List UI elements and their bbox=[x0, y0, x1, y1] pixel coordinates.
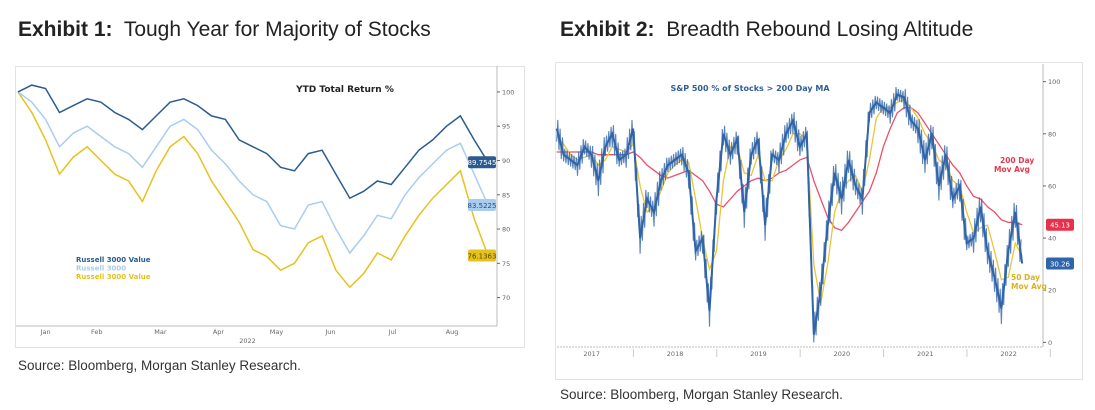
last-value-label-1: 83.5225 bbox=[468, 202, 497, 210]
y-tick-label: 80 bbox=[1048, 130, 1056, 138]
legend-entry-1: Russell 3000 bbox=[76, 265, 126, 273]
last-value-label-1-bg bbox=[1046, 218, 1074, 231]
ma200-annotation-line2: Mov Avg bbox=[994, 165, 1030, 174]
last-value-label-0-bg bbox=[1046, 257, 1074, 270]
exhibit1-title-text: Tough Year for Majority of Stocks bbox=[123, 18, 431, 41]
x-tick-label-feb: Feb bbox=[91, 328, 103, 336]
series-line-1 bbox=[17, 91, 489, 255]
series-line-0 bbox=[555, 93, 1024, 335]
y-tick-label: 0 bbox=[1048, 339, 1052, 347]
last-value-label-0-bg bbox=[468, 156, 496, 169]
series-line-0 bbox=[17, 84, 489, 200]
y-tick-label: 100 bbox=[502, 88, 514, 96]
exhibit1-title: Exhibit 1: Tough Year for Majority of St… bbox=[18, 18, 431, 42]
ma50-annotation-line2: Mov Avg bbox=[1011, 282, 1047, 291]
y-tick-label: 85 bbox=[502, 191, 510, 199]
exhibit1-source: Source: Bloomberg, Morgan Stanley Resear… bbox=[18, 358, 301, 373]
x-tick-label-2018: 2018 bbox=[667, 350, 684, 358]
last-value-label-1: 45.13 bbox=[1050, 222, 1070, 230]
x-tick-label-jun: Jun bbox=[324, 328, 335, 336]
exhibit2-title-text: Breadth Rebound Losing Altitude bbox=[666, 18, 974, 41]
x-tick-label-may: May bbox=[270, 328, 284, 336]
x-tick-label-mar: Mar bbox=[154, 328, 167, 336]
y-tick-label: 95 bbox=[502, 123, 510, 131]
chart-title: YTD Total Return % bbox=[295, 85, 394, 95]
legend-entry-2: Russell 3000 Value bbox=[76, 273, 151, 281]
last-value-label-2-bg bbox=[468, 249, 496, 262]
x-tick-label-aug: Aug bbox=[446, 328, 459, 336]
exhibit2-label: Exhibit 2: bbox=[560, 18, 655, 41]
y-tick-label: 90 bbox=[502, 157, 510, 165]
y-tick-label: 75 bbox=[502, 260, 510, 268]
x-tick-label-2022: 2022 bbox=[1000, 350, 1017, 358]
x-tick-label-jan: Jan bbox=[40, 328, 51, 336]
last-value-label-1-bg bbox=[468, 199, 496, 212]
ma200-annotation-line1: 200 Day bbox=[1000, 156, 1034, 165]
legend-entry-0: Russell 3000 Value bbox=[76, 256, 151, 264]
y-tick-label: 60 bbox=[1048, 182, 1056, 190]
last-value-label-2: 76.1363 bbox=[468, 252, 497, 260]
y-tick-label: 70 bbox=[502, 294, 510, 302]
y-tick-label: 40 bbox=[1048, 235, 1056, 243]
exhibit2-title: Exhibit 2: Breadth Rebound Losing Altitu… bbox=[560, 18, 973, 42]
exhibit1-label: Exhibit 1: bbox=[18, 18, 113, 41]
y-tick-label: 20 bbox=[1048, 287, 1056, 295]
last-value-label-0: 30.26 bbox=[1050, 260, 1071, 268]
y-tick-label: 80 bbox=[502, 226, 510, 234]
x-tick-label-2020: 2020 bbox=[834, 350, 851, 358]
x-tick-label-apr: Apr bbox=[213, 328, 225, 336]
x-tick-label-2017: 2017 bbox=[583, 350, 600, 358]
x-tick-label-jul: Jul bbox=[388, 328, 397, 336]
x-year-label: 2022 bbox=[239, 337, 256, 345]
series-line-texture bbox=[556, 86, 1022, 343]
ma50-annotation-line1: 50 Day bbox=[1011, 273, 1040, 282]
x-tick-label-2019: 2019 bbox=[750, 350, 767, 358]
series-line-2 bbox=[17, 91, 489, 289]
x-tick-label-2021: 2021 bbox=[917, 350, 934, 358]
exhibit2-source: Source: Bloomberg, Morgan Stanley Resear… bbox=[560, 387, 843, 402]
last-value-label-0: 89.7545 bbox=[468, 159, 497, 167]
y-tick-label: 100 bbox=[1048, 78, 1060, 86]
chart-title: S&P 500 % of Stocks > 200 Day MA bbox=[670, 84, 830, 93]
